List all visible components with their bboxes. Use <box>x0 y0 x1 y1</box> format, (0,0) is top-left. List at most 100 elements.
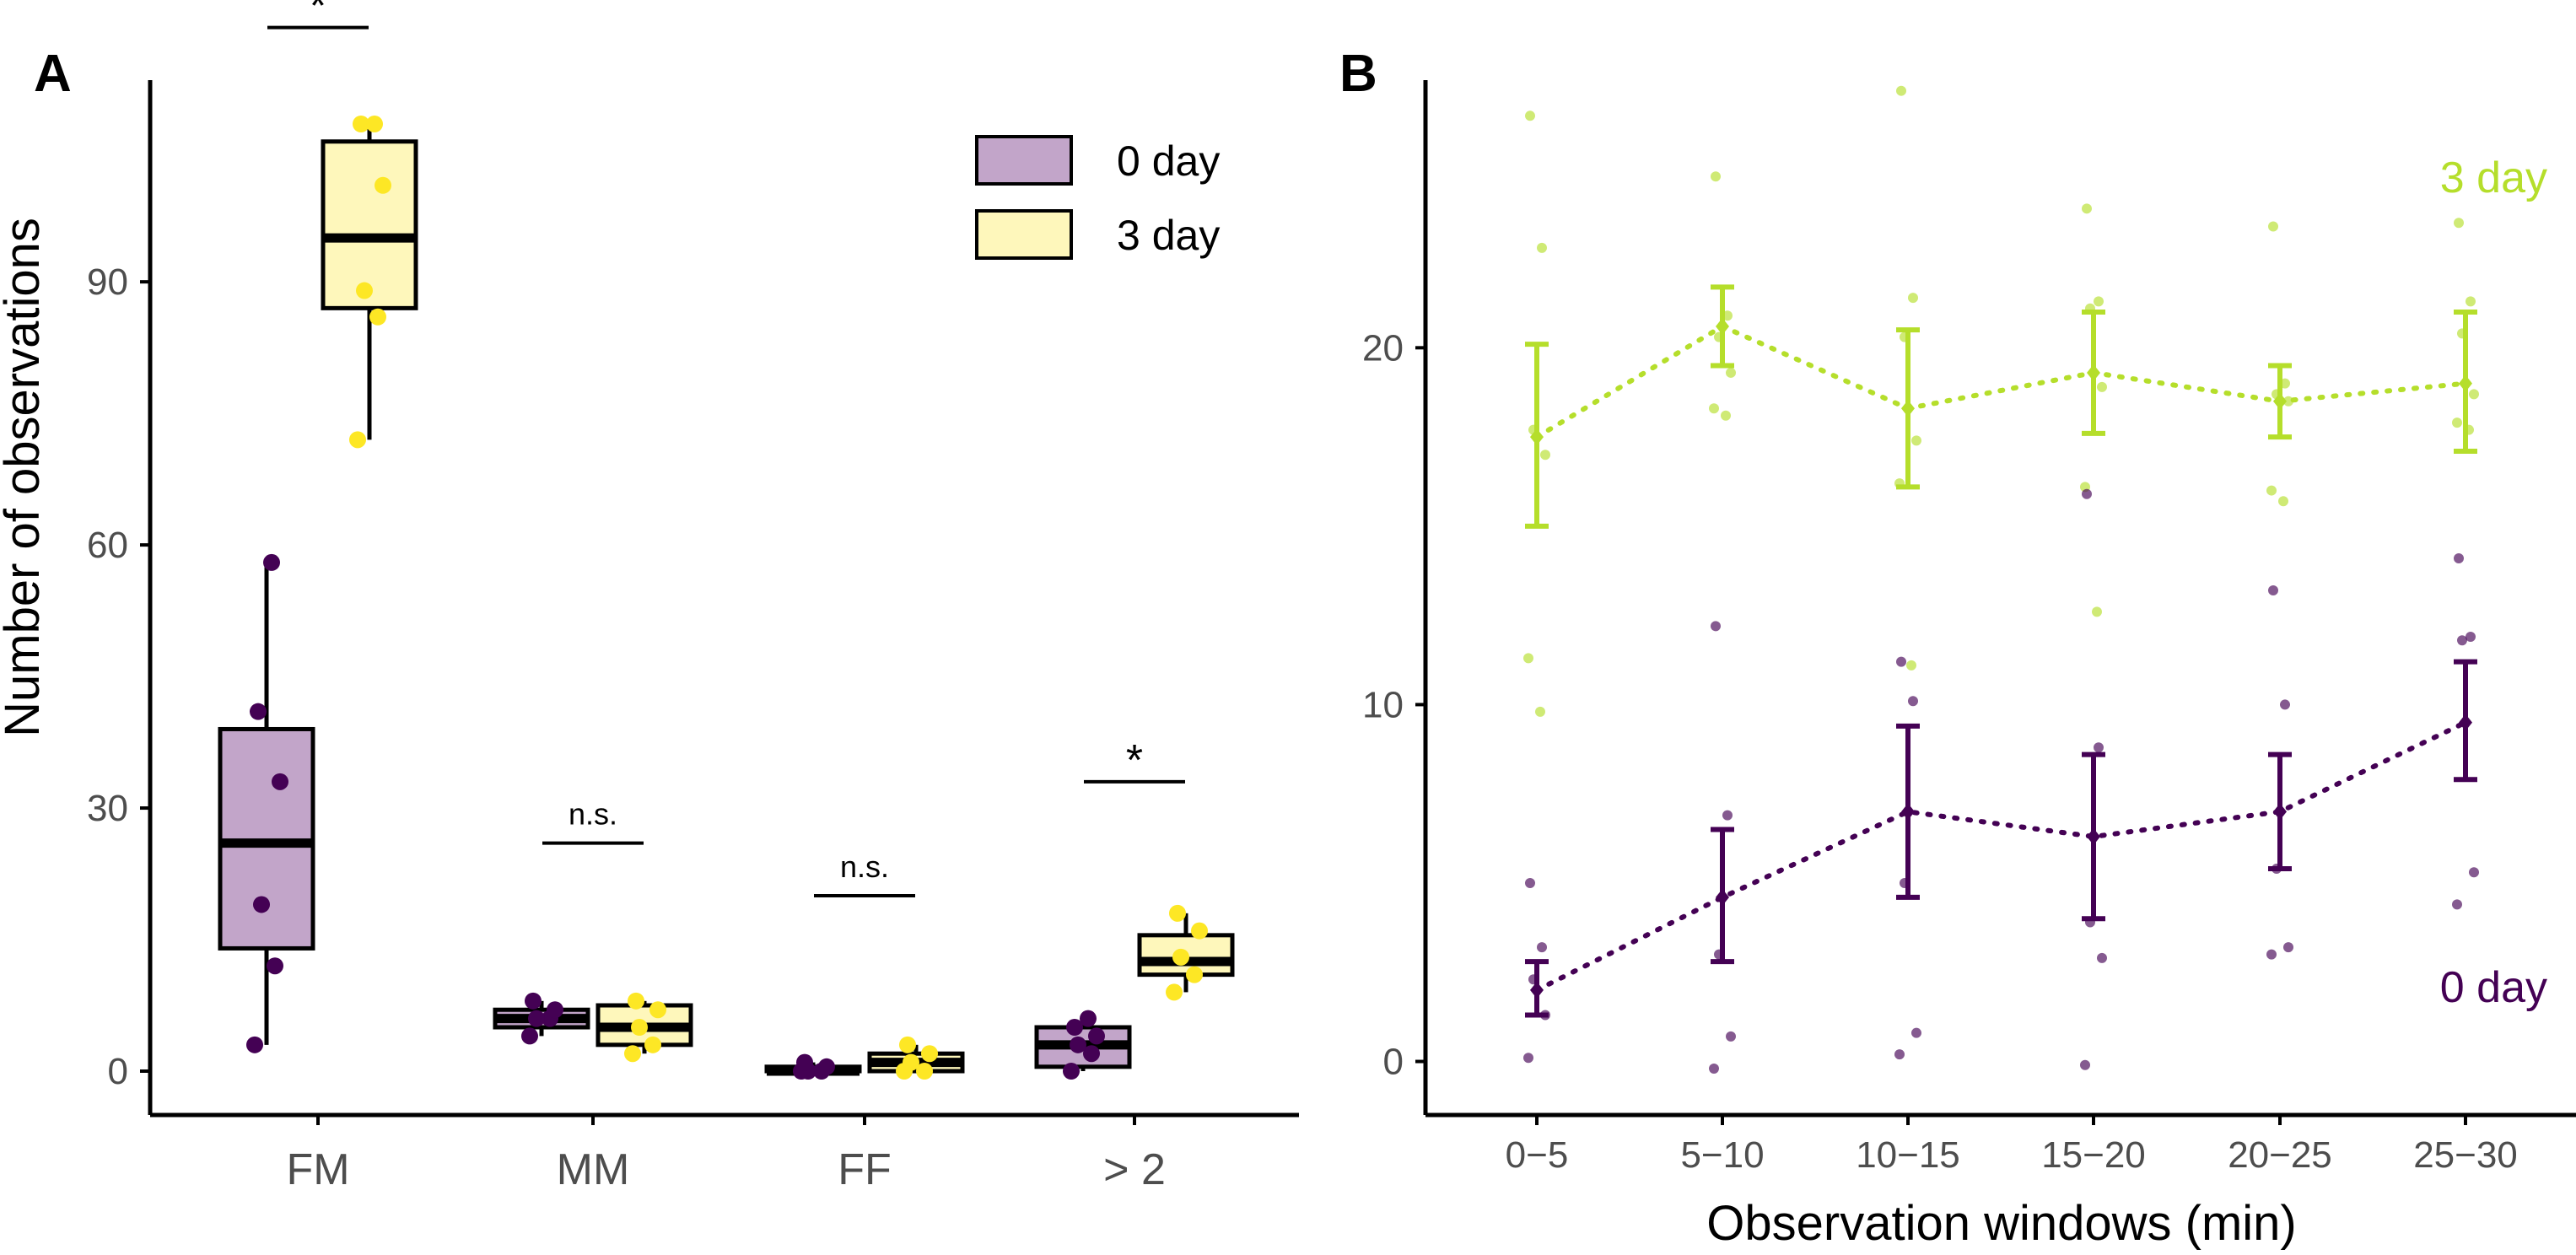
panel-b-y-tick-label-0: 0 <box>1383 1042 1404 1083</box>
panel-a-legend-label-0-day: 0 day <box>1117 137 1220 185</box>
panel-a-point-day0-fm-1 <box>267 957 283 975</box>
panel-b-x-tick-label-10-15: 10−15 <box>1856 1134 1960 1176</box>
panel-b-mean-marker-3-day-5 <box>2459 374 2472 392</box>
panel-a-axes <box>148 80 1299 1118</box>
panel-a-point-day0-fm-3 <box>272 773 288 790</box>
panel-b-mean-line-0-day <box>1534 719 2468 993</box>
panel-b-point-0-day-1-0 <box>1711 621 1721 632</box>
panel-b-point-0-day-2-1 <box>1908 696 1918 707</box>
panel-b-mean-marker-0-day-5 <box>2459 714 2472 731</box>
panel-a-annotations: * n.s. n.s. * <box>267 0 1185 898</box>
panel-b-point-0-day-4-4 <box>2266 949 2277 960</box>
panel-b-point-0-day-4-3 <box>2283 942 2293 953</box>
panel-a-point-day0-fm-5 <box>263 553 280 571</box>
panel-a-point-day0-2-5 <box>1080 1010 1097 1027</box>
panel-b-point-0-day-1-4 <box>1709 1063 1719 1074</box>
panel-a-point-day0-2-1 <box>1083 1045 1100 1063</box>
panel-b-mean-marker-0-day-0 <box>1530 981 1544 999</box>
panel-b-point-3-day-4-5 <box>2278 496 2288 507</box>
panel-b-points <box>1523 85 2479 1074</box>
panel-b-point-0-day-5-2 <box>2457 635 2467 646</box>
panel-a-box-plot: A 0 30 60 90 FM MM FF > 2 * n.s. n.s. * 0 day 3 day… <box>0 0 1299 1194</box>
panel-a-point-day3-mm-4 <box>628 992 644 1010</box>
panel-b-point-3-day-2-0 <box>1896 85 1906 96</box>
panel-a-point-day3-fm-2 <box>356 282 373 299</box>
panel-b-point-0-day-4-0 <box>2268 585 2278 596</box>
panel-a-point-day0-ff-4 <box>796 1053 813 1071</box>
panel-b-x-tick-label-25-30: 25−30 <box>2413 1134 2518 1176</box>
panel-b-point-3-day-5-1 <box>2466 296 2476 307</box>
panel-a-x-tick-label-mm: MM <box>557 1145 630 1194</box>
panel-b-ticks: 0 10 20 0−5 5−10 10−15 15−20 20−25 25−30 <box>1362 327 2518 1176</box>
panel-b-series-label-3-day: 3 day <box>2440 154 2547 202</box>
panel-b-point-0-day-4-1 <box>2280 699 2290 710</box>
panel-a-points <box>246 115 1208 1080</box>
panel-b-x-axis-title: Observation windows (min) <box>1706 1196 2296 1251</box>
panel-a-point-day3-mm-2 <box>631 1019 648 1037</box>
panel-a-point-day0-fm-2 <box>253 896 270 913</box>
panel-a-point-day3-ff-3 <box>921 1045 938 1063</box>
panel-a-box-day3-fm <box>321 139 418 310</box>
panel-a-boxes <box>218 123 1235 1076</box>
panel-b-point-3-day-3-1 <box>2094 296 2104 307</box>
panel-a-point-day3-mm-0 <box>624 1045 641 1063</box>
panel-a-point-day3-2-0 <box>1166 983 1183 1001</box>
panel-a-sig-label-fm: * <box>310 0 326 31</box>
panel-a-x-tick-label-2: > 2 <box>1103 1145 1166 1194</box>
panel-b-point-0-day-0-1 <box>1537 942 1547 953</box>
panel-b-point-0-day-5-0 <box>2454 552 2464 563</box>
panel-a-point-day3-2-4 <box>1169 904 1186 922</box>
panel-b-point-3-day-1-5 <box>1721 410 1731 421</box>
panel-b-point-3-day-0-1 <box>1537 242 1547 253</box>
panel-a-point-day3-mm-3 <box>649 1001 666 1019</box>
panel-b-point-3-day-2-3 <box>1911 435 1921 446</box>
panel-a-sig-label-mm: n.s. <box>569 797 617 832</box>
panel-b-y-tick-label-10: 10 <box>1362 684 1404 725</box>
panel-b-point-3-day-1-3 <box>1726 367 1736 378</box>
panel-b-point-3-day-5-4 <box>2452 417 2462 428</box>
panel-b-mean-marker-0-day-3 <box>2087 827 2100 845</box>
panel-a-point-day3-2-1 <box>1186 966 1203 983</box>
panel-b-mean-marker-0-day-4 <box>2273 803 2287 821</box>
panel-b-x-tick-label-15-20: 15−20 <box>2041 1134 2146 1176</box>
panel-b-point-3-day-1-0 <box>1711 171 1721 182</box>
panel-b-lines <box>1525 284 2477 1018</box>
panel-b-series-label-0-day: 0 day <box>2440 963 2547 1012</box>
panel-a-point-day3-fm-1 <box>369 308 386 326</box>
panel-b-y-tick-label-20: 20 <box>1362 327 1404 369</box>
panel-a-y-tick-label-90: 90 <box>87 261 128 303</box>
panel-b-mean-marker-0-day-1 <box>1716 888 1729 906</box>
panel-b-mean-marker-3-day-0 <box>1530 428 1544 446</box>
panel-b-point-0-day-2-4 <box>1894 1049 1905 1060</box>
panel-a-point-day0-fm-4 <box>250 703 267 720</box>
panel-b-point-3-day-3-0 <box>2082 203 2092 214</box>
panel-b-point-3-day-2-1 <box>1908 293 1918 304</box>
panel-b-letter: B <box>1339 45 1377 103</box>
panel-b-point-3-day-0-0 <box>1525 110 1535 121</box>
panel-b-point-0-day-2-0 <box>1896 656 1906 667</box>
panel-b-x-tick-label-0-5: 0−5 <box>1506 1134 1569 1176</box>
panel-b-mean-marker-3-day-2 <box>1901 400 1915 417</box>
panel-a-point-day3-ff-2 <box>903 1053 919 1071</box>
panel-b-line-chart: B 0 10 20 0−5 5−10 10−15 15−20 20−25 25−30 3 day… <box>1339 45 2576 1251</box>
panel-b-mean-marker-3-day-1 <box>1716 317 1729 335</box>
panel-b-point-0-day-3-0 <box>2082 488 2092 499</box>
panel-b-point-3-day-3-3 <box>2097 381 2107 392</box>
panel-a-x-tick-label-ff: FF <box>838 1145 892 1194</box>
panel-a-point-day0-2-3 <box>1088 1027 1105 1045</box>
panel-a-y-ticks: 0 30 60 90 FM MM FF > 2 <box>87 261 1166 1194</box>
panel-a-point-day0-2-2 <box>1070 1036 1086 1053</box>
panel-b-axes <box>1423 80 2576 1118</box>
panel-a-point-day3-ff-1 <box>916 1063 933 1080</box>
panel-b-point-0-day-3-4 <box>2080 1059 2090 1070</box>
panel-b-point-3-day-0-5 <box>1535 706 1545 717</box>
panel-a-sig-label-ff: n.s. <box>840 849 889 884</box>
panel-a-y-tick-label-0: 0 <box>108 1051 128 1092</box>
panel-b-mean-line-3-day <box>1534 323 2468 440</box>
panel-a-letter: A <box>34 45 72 103</box>
panel-b-point-3-day-2-5 <box>1906 660 1916 671</box>
panel-b-point-3-day-1-4 <box>1709 403 1719 414</box>
panel-a-y-axis-title: Number of observations <box>0 218 50 737</box>
panel-a-point-day3-2-3 <box>1191 922 1208 940</box>
